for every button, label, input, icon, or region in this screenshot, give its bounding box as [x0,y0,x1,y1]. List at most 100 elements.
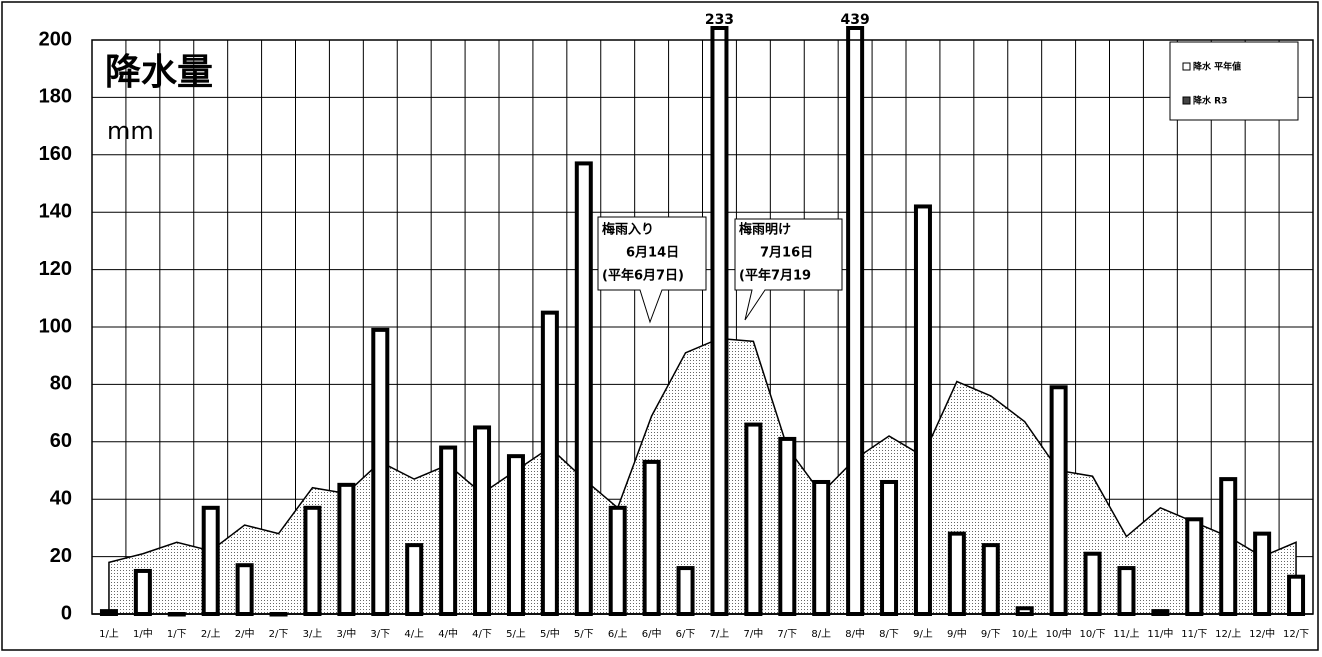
annotation-text: (平年7月19 [739,268,811,284]
bar [608,505,627,616]
x-tick-label: 10/下 [1079,629,1105,640]
annotation-text: 梅雨入り [602,222,654,238]
x-tick-label: 2/下 [269,629,289,640]
bar [439,445,458,617]
annotation-text: 梅雨明け [739,222,791,238]
bar [1049,385,1068,616]
bar [473,425,492,617]
x-tick-label: 7/上 [710,628,730,640]
legend-swatch [1182,96,1191,105]
bar [574,161,593,616]
value-label: 233 [705,12,734,28]
x-tick-label: 6/中 [642,627,662,640]
x-tick-label: 11/下 [1181,629,1207,640]
x-tick-label: 4/中 [438,627,458,640]
annotation: 梅雨入り 6月14日 (平年6月7日) [597,216,707,324]
x-tick-label: 8/下 [879,629,899,640]
y-tick-label: 120 [39,258,72,280]
x-tick-label: 5/下 [574,629,594,640]
y-tick-label: 160 [39,143,72,165]
bar [913,204,932,617]
y-tick-label: 0 [61,602,72,624]
x-tick-label: 1/中 [133,627,153,640]
plot-frame [91,39,1314,615]
x-tick-label: 4/上 [404,628,424,640]
x-tick-label: 12/上 [1215,628,1241,640]
y-tick-label: 80 [50,373,72,395]
y-tick-label: 60 [50,430,72,452]
bar [1117,566,1136,617]
bar [1083,551,1102,616]
bar [880,479,899,617]
x-tick-label: 2/中 [235,627,255,640]
annotation-text: 6月14日 [626,246,679,261]
x-tick-label: 12/中 [1249,627,1275,640]
x-tick-label: 5/上 [506,628,526,640]
x-tick-label: 10/中 [1046,627,1072,640]
bar [337,482,356,616]
bar [947,531,966,617]
bar [133,568,152,617]
bar [1253,531,1272,617]
x-tick-label: 6/下 [676,629,696,640]
x-tick-label: 3/上 [303,628,323,640]
x-tick-label: 4/下 [472,629,492,640]
bar [812,479,831,617]
bar [846,26,865,616]
bar [371,327,390,616]
bar [1219,477,1238,616]
x-tick-label: 1/上 [99,628,119,640]
bar [710,26,729,616]
x-tick-label: 8/中 [845,627,865,640]
bar [744,422,763,616]
bar [1287,574,1306,617]
y-tick-label: 100 [39,315,72,337]
x-tick-label: 8/上 [811,628,831,640]
legend-swatch [1182,62,1191,71]
x-tick-label: 9/下 [981,629,1001,640]
chart-title: 降水量 [105,52,213,93]
y-unit: mm [107,117,154,145]
bar [676,566,695,617]
x-tick-label: 7/中 [744,627,764,640]
callout [734,218,843,321]
annotation: 梅雨明け 7月16日 (平年7月19 [734,218,843,321]
bar [235,563,254,617]
bar [303,505,322,616]
y-tick-label: 20 [50,545,72,567]
x-tick-label: 10/上 [1012,628,1038,640]
bar [1185,517,1204,616]
x-tick-label: 5/中 [540,627,560,640]
bar [506,454,525,616]
y-tick-label: 200 [39,28,72,50]
x-tick-label: 1/下 [167,629,187,640]
annotation-text: (平年6月7日) [602,268,684,284]
x-tick-label: 11/中 [1147,627,1173,640]
y-tick-label: 140 [39,200,72,222]
value-label: 439 [841,12,870,28]
legend [1169,41,1299,121]
x-tick-label: 12/下 [1283,629,1309,640]
bar [540,310,559,616]
x-tick-label: 9/上 [913,628,933,640]
x-tick-label: 9/中 [947,627,967,640]
callout [597,216,707,324]
bar [201,505,220,616]
x-tick-label: 6/上 [608,628,628,640]
y-tick-label: 40 [50,487,72,509]
bar [642,459,661,617]
x-tick-label: 11/上 [1113,628,1139,640]
bar [778,436,797,616]
x-tick-label: 2/上 [201,628,221,640]
x-tick-label: 7/下 [777,629,797,640]
bar [1015,606,1034,617]
legend-label: 降水 平年値 [1193,61,1241,73]
x-tick-label: 3/下 [370,629,390,640]
y-tick-label: 180 [39,86,72,108]
legend-label: 降水 R3 [1193,95,1227,107]
x-tick-label: 3/中 [337,627,357,640]
bar [981,543,1000,616]
annotation-text: 7月16日 [760,246,813,261]
